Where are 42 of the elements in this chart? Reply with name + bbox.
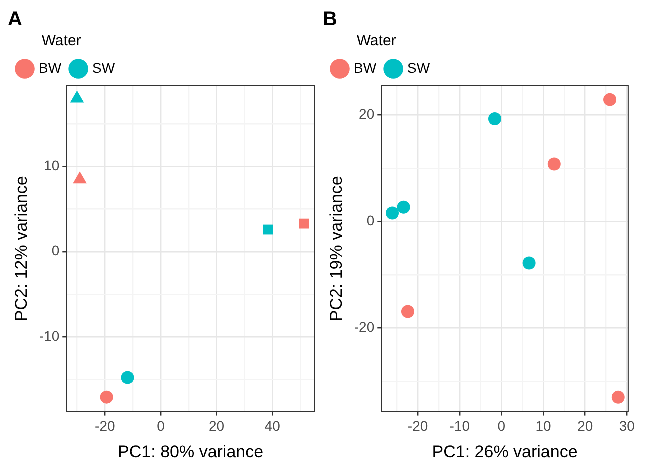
point	[299, 218, 310, 229]
x-tick-label: -20	[95, 418, 116, 434]
point	[548, 158, 561, 171]
x-tick-label: 20	[578, 418, 594, 434]
legend-label: BW	[354, 60, 378, 76]
y-tick-label: 10	[44, 158, 60, 174]
y-tick-label: -10	[39, 328, 60, 344]
x-tick-label: 10	[536, 418, 552, 434]
point	[604, 93, 617, 106]
x-tick-label: -10	[450, 418, 470, 434]
point	[100, 390, 114, 404]
chart-title: B	[323, 8, 338, 31]
y-tick-label: 0	[366, 212, 375, 229]
point	[488, 112, 502, 126]
y-tick-label: 20	[359, 106, 375, 122]
point	[70, 90, 84, 103]
y-axis-title: PC2: 12% variance	[12, 176, 31, 322]
y-tick-label: 0	[52, 242, 60, 259]
y-tick-label: -20	[354, 319, 375, 336]
x-tick-label: 30	[619, 418, 636, 434]
point	[397, 200, 410, 214]
x-tick-label: 0	[498, 418, 506, 434]
legend-label: SW	[408, 60, 431, 76]
point	[73, 172, 87, 184]
legend-label: SW	[92, 60, 116, 76]
x-tick-label: 40	[264, 418, 281, 434]
point	[522, 256, 536, 270]
x-axis-title: PC1: 26% variance	[432, 442, 578, 462]
x-tick-label: -20	[408, 418, 428, 434]
chart-title: A	[8, 8, 22, 31]
legend-title: Water	[42, 32, 82, 50]
point	[386, 206, 400, 220]
y-axis-title: PC2: 19% variance	[326, 176, 346, 322]
x-axis-title: PC1: 80% variance	[118, 442, 264, 462]
point	[401, 305, 414, 318]
point	[612, 390, 625, 404]
legend-title: Water	[356, 32, 396, 50]
point	[121, 371, 134, 384]
x-tick-label: 0	[157, 418, 166, 434]
point	[263, 224, 274, 235]
legend-label: BW	[39, 60, 62, 76]
x-tick-label: 20	[208, 418, 225, 434]
